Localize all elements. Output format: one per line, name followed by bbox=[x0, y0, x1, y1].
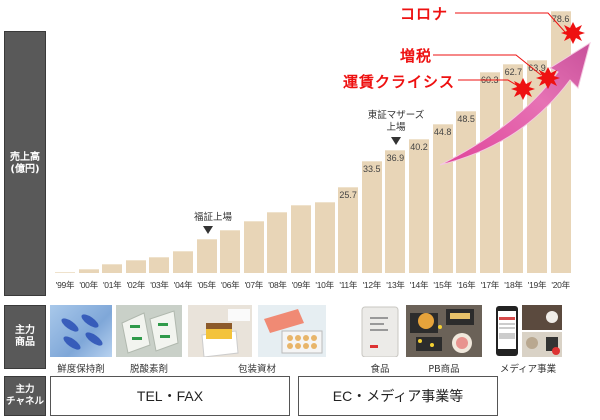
x-tick-label: '15年 bbox=[433, 280, 452, 290]
bar bbox=[314, 202, 335, 273]
x-tick-label: '01年 bbox=[102, 280, 122, 290]
bar-value-label: 63.9 bbox=[528, 63, 546, 74]
x-tick-label: '02年 bbox=[126, 280, 146, 290]
bar bbox=[125, 260, 146, 273]
product-label-pb: PB商品 bbox=[428, 364, 460, 375]
bar bbox=[267, 212, 288, 273]
x-tick-label: '16年 bbox=[456, 280, 476, 290]
x-tick-label: '10年 bbox=[315, 280, 334, 290]
product-image-media-content bbox=[522, 305, 562, 357]
x-tick-label: '20年 bbox=[551, 280, 570, 290]
bar-value-label: 48.5 bbox=[457, 114, 475, 125]
event-freight-crisis: 運賃クライシス bbox=[343, 73, 456, 91]
channels-row-label-text: 主力 チャネル bbox=[6, 384, 44, 407]
x-tick-label: '05年 bbox=[197, 280, 216, 290]
product-image-oxygen-absorber bbox=[116, 305, 182, 357]
sales-axis-label: 売上高 (億円) bbox=[4, 31, 46, 296]
annotation-mothers-listing: 東証マザーズ 上場 bbox=[367, 110, 425, 133]
bar-value-label: 44.8 bbox=[433, 126, 452, 137]
bar-value-label: 40.2 bbox=[410, 142, 428, 153]
growth-arrow-icon bbox=[439, 41, 591, 166]
channel-tel-fax-text: TEL・FAX bbox=[136, 388, 204, 404]
bar bbox=[243, 221, 264, 273]
sales-axis-label-text: 売上高 (億円) bbox=[10, 151, 40, 175]
x-tick-label: '09年 bbox=[291, 280, 311, 290]
bar bbox=[173, 251, 193, 273]
bar bbox=[78, 269, 99, 273]
bar bbox=[149, 257, 170, 273]
x-tick-label: '14年 bbox=[409, 280, 429, 290]
product-image-food-bag bbox=[356, 305, 404, 357]
x-tick-label: '04年 bbox=[173, 280, 193, 290]
x-tick-label: '00年 bbox=[79, 280, 98, 290]
channel-tel-fax: TEL・FAX bbox=[50, 376, 290, 416]
bar bbox=[338, 187, 359, 273]
x-tick-label: '13年 bbox=[386, 280, 405, 290]
x-tick-label: '06年 bbox=[220, 280, 240, 290]
products-row: 鮮度保持剤 脱酸素剤 包装資材 食品 PB商品 メディア事業 bbox=[50, 305, 600, 375]
x-tick-label: '07年 bbox=[244, 280, 264, 290]
triangle-marker-icon bbox=[203, 226, 213, 234]
triangle-marker-icon bbox=[391, 137, 401, 145]
product-image-packaging-gift bbox=[258, 305, 326, 357]
product-label-packaging: 包装資材 bbox=[237, 364, 276, 375]
burst-icon bbox=[511, 22, 585, 100]
product-label-freshness-keeper: 鮮度保持剤 bbox=[57, 364, 105, 375]
product-image-pb-foods bbox=[406, 305, 482, 357]
bar bbox=[55, 272, 75, 273]
bar-value-label: 78.6 bbox=[551, 14, 570, 25]
product-label-food: 食品 bbox=[370, 364, 390, 375]
x-tick-label: '11年 bbox=[339, 280, 358, 290]
products-row-label: 主力 商品 bbox=[4, 305, 46, 369]
product-image-packaging-box bbox=[188, 305, 252, 357]
bar bbox=[196, 239, 217, 273]
x-tick-label: '19年 bbox=[527, 280, 547, 290]
bar bbox=[291, 205, 311, 273]
bar bbox=[409, 139, 429, 273]
x-tick-label: '08年 bbox=[268, 280, 287, 290]
product-label-oxygen-absorber: 脱酸素剤 bbox=[129, 364, 168, 375]
x-tick-label: '17年 bbox=[480, 280, 500, 290]
product-image-freshness-keeper bbox=[50, 305, 112, 357]
product-image-media-phone bbox=[495, 305, 519, 357]
channel-ec-media-text: EC・メディア事業等 bbox=[332, 388, 464, 404]
product-label-media: メディア事業 bbox=[499, 364, 557, 375]
channels-row-label: 主力 チャネル bbox=[4, 376, 46, 416]
channel-ec-media: EC・メディア事業等 bbox=[298, 376, 498, 416]
x-tick-label: '99年 bbox=[55, 280, 75, 290]
bar-value-label: 36.9 bbox=[386, 153, 405, 164]
event-tax-increase: 増税 bbox=[400, 47, 433, 65]
x-tick-label: '18年 bbox=[504, 280, 523, 290]
bar bbox=[220, 230, 241, 273]
bar-value-label: 62.7 bbox=[504, 67, 523, 78]
bar bbox=[361, 161, 382, 273]
event-corona: コロナ bbox=[400, 5, 449, 23]
products-row-label-text: 主力 商品 bbox=[15, 325, 35, 348]
bar-value-label: 33.5 bbox=[363, 164, 381, 175]
bar bbox=[385, 150, 406, 273]
sales-bar-chart: '99年 '00年 '01年 '02年 '03年 '04年 '05年 '06年 '07年 '08年… bbox=[50, 0, 600, 300]
event-leader-lines bbox=[433, 12, 585, 100]
x-tick-label: '12年 bbox=[362, 280, 382, 290]
annotation-fukusho-listing: 福証上場 bbox=[193, 212, 232, 223]
bar-value-label: 25.7 bbox=[339, 190, 357, 201]
bar bbox=[102, 264, 123, 273]
x-tick-label: '03年 bbox=[150, 280, 169, 290]
bar bbox=[479, 72, 500, 273]
